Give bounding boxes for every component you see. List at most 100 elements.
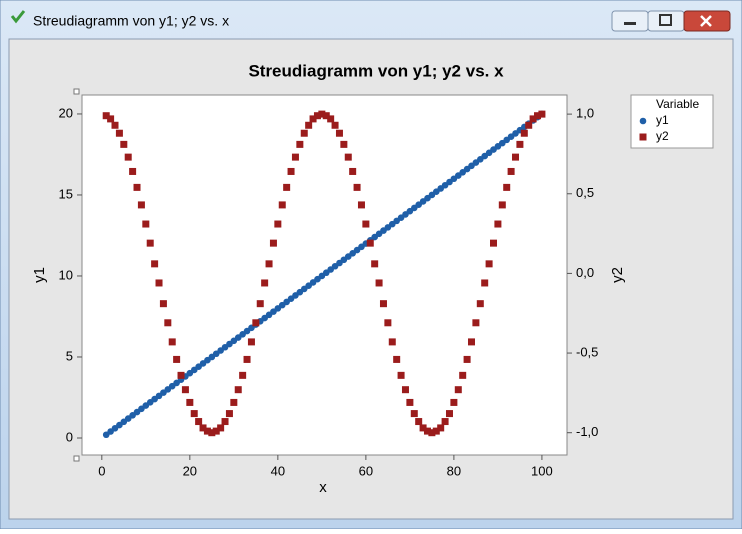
y-tick-label: 15 — [59, 186, 73, 201]
y-tick-label: 5 — [66, 348, 73, 363]
point — [357, 201, 365, 209]
minimize-button[interactable] — [611, 10, 649, 32]
y-tick-label: 0 — [66, 429, 73, 444]
point — [349, 167, 357, 175]
plot-frame — [81, 94, 568, 456]
point — [432, 427, 440, 435]
point — [300, 129, 308, 137]
point — [503, 183, 511, 191]
point — [115, 129, 123, 137]
point — [379, 300, 387, 308]
chart-title: Streudiagramm von y1; y2 vs. x — [248, 61, 504, 80]
point — [142, 220, 150, 228]
point — [146, 239, 154, 247]
point — [164, 319, 172, 327]
point — [534, 112, 542, 120]
plot: 0 20 40 60 80 100 0 5 10 15 20 -1,0 -0,5 0,0 0,5 1,0 — [59, 94, 598, 478]
x-axis-label: x — [319, 479, 327, 496]
point — [318, 110, 326, 118]
y2-tick-label: 0,0 — [576, 265, 594, 280]
point — [520, 129, 528, 137]
point — [428, 429, 436, 437]
point — [538, 110, 546, 118]
point — [168, 338, 176, 346]
y-tick-label: 10 — [59, 267, 73, 282]
point — [252, 319, 260, 327]
point — [485, 260, 493, 268]
point — [129, 167, 137, 175]
y2-tick-label: -1,0 — [576, 424, 598, 439]
point — [283, 183, 291, 191]
legend-title: Variable — [656, 97, 699, 111]
legend-marker — [639, 117, 647, 125]
point — [384, 319, 392, 327]
minimize-icon — [624, 22, 636, 25]
point — [375, 279, 383, 287]
point — [498, 201, 506, 209]
window-title: Streudiagramm von y1; y2 vs. x — [33, 13, 229, 29]
point — [190, 410, 198, 418]
point — [124, 153, 132, 161]
point — [256, 300, 264, 308]
legend-label: y2 — [656, 129, 669, 143]
point — [155, 279, 163, 287]
point — [419, 424, 427, 432]
point — [423, 427, 431, 435]
point — [353, 183, 361, 191]
maximize-icon — [659, 14, 672, 26]
point — [186, 398, 194, 406]
point — [265, 260, 273, 268]
point — [225, 410, 233, 418]
point — [507, 167, 515, 175]
point — [331, 121, 339, 129]
point — [137, 201, 145, 209]
point — [406, 398, 414, 406]
point — [463, 355, 471, 363]
point — [344, 153, 352, 161]
point — [261, 279, 269, 287]
point — [335, 129, 343, 137]
point — [516, 140, 524, 148]
point — [151, 260, 159, 268]
point — [490, 239, 498, 247]
handle — [73, 455, 80, 462]
point — [305, 121, 313, 129]
point — [221, 418, 229, 426]
point — [274, 220, 282, 228]
point — [291, 153, 299, 161]
point — [133, 183, 141, 191]
point — [388, 338, 396, 346]
point — [296, 140, 304, 148]
x-tick-label: 100 — [531, 463, 553, 478]
x-tick-label: 20 — [183, 463, 197, 478]
legend-label: y1 — [656, 113, 669, 127]
point — [107, 115, 115, 123]
point — [217, 424, 225, 432]
point — [459, 371, 467, 379]
point — [467, 338, 475, 346]
point — [362, 220, 370, 228]
point — [450, 398, 458, 406]
point — [366, 239, 374, 247]
point — [278, 201, 286, 209]
point — [230, 398, 238, 406]
point — [481, 279, 489, 287]
x-tick-label: 60 — [359, 463, 373, 478]
point — [415, 418, 423, 426]
point — [525, 121, 533, 129]
point — [269, 239, 277, 247]
x-tick-label: 80 — [447, 463, 461, 478]
point — [371, 260, 379, 268]
point — [441, 418, 449, 426]
point — [195, 418, 203, 426]
point — [173, 355, 181, 363]
point — [327, 115, 335, 123]
y2-tick-label: 1,0 — [576, 106, 594, 121]
point — [397, 371, 405, 379]
handle — [73, 88, 80, 95]
point — [120, 140, 128, 148]
point — [410, 410, 418, 418]
point — [177, 371, 185, 379]
legend-marker — [639, 133, 647, 141]
close-icon — [700, 15, 712, 27]
